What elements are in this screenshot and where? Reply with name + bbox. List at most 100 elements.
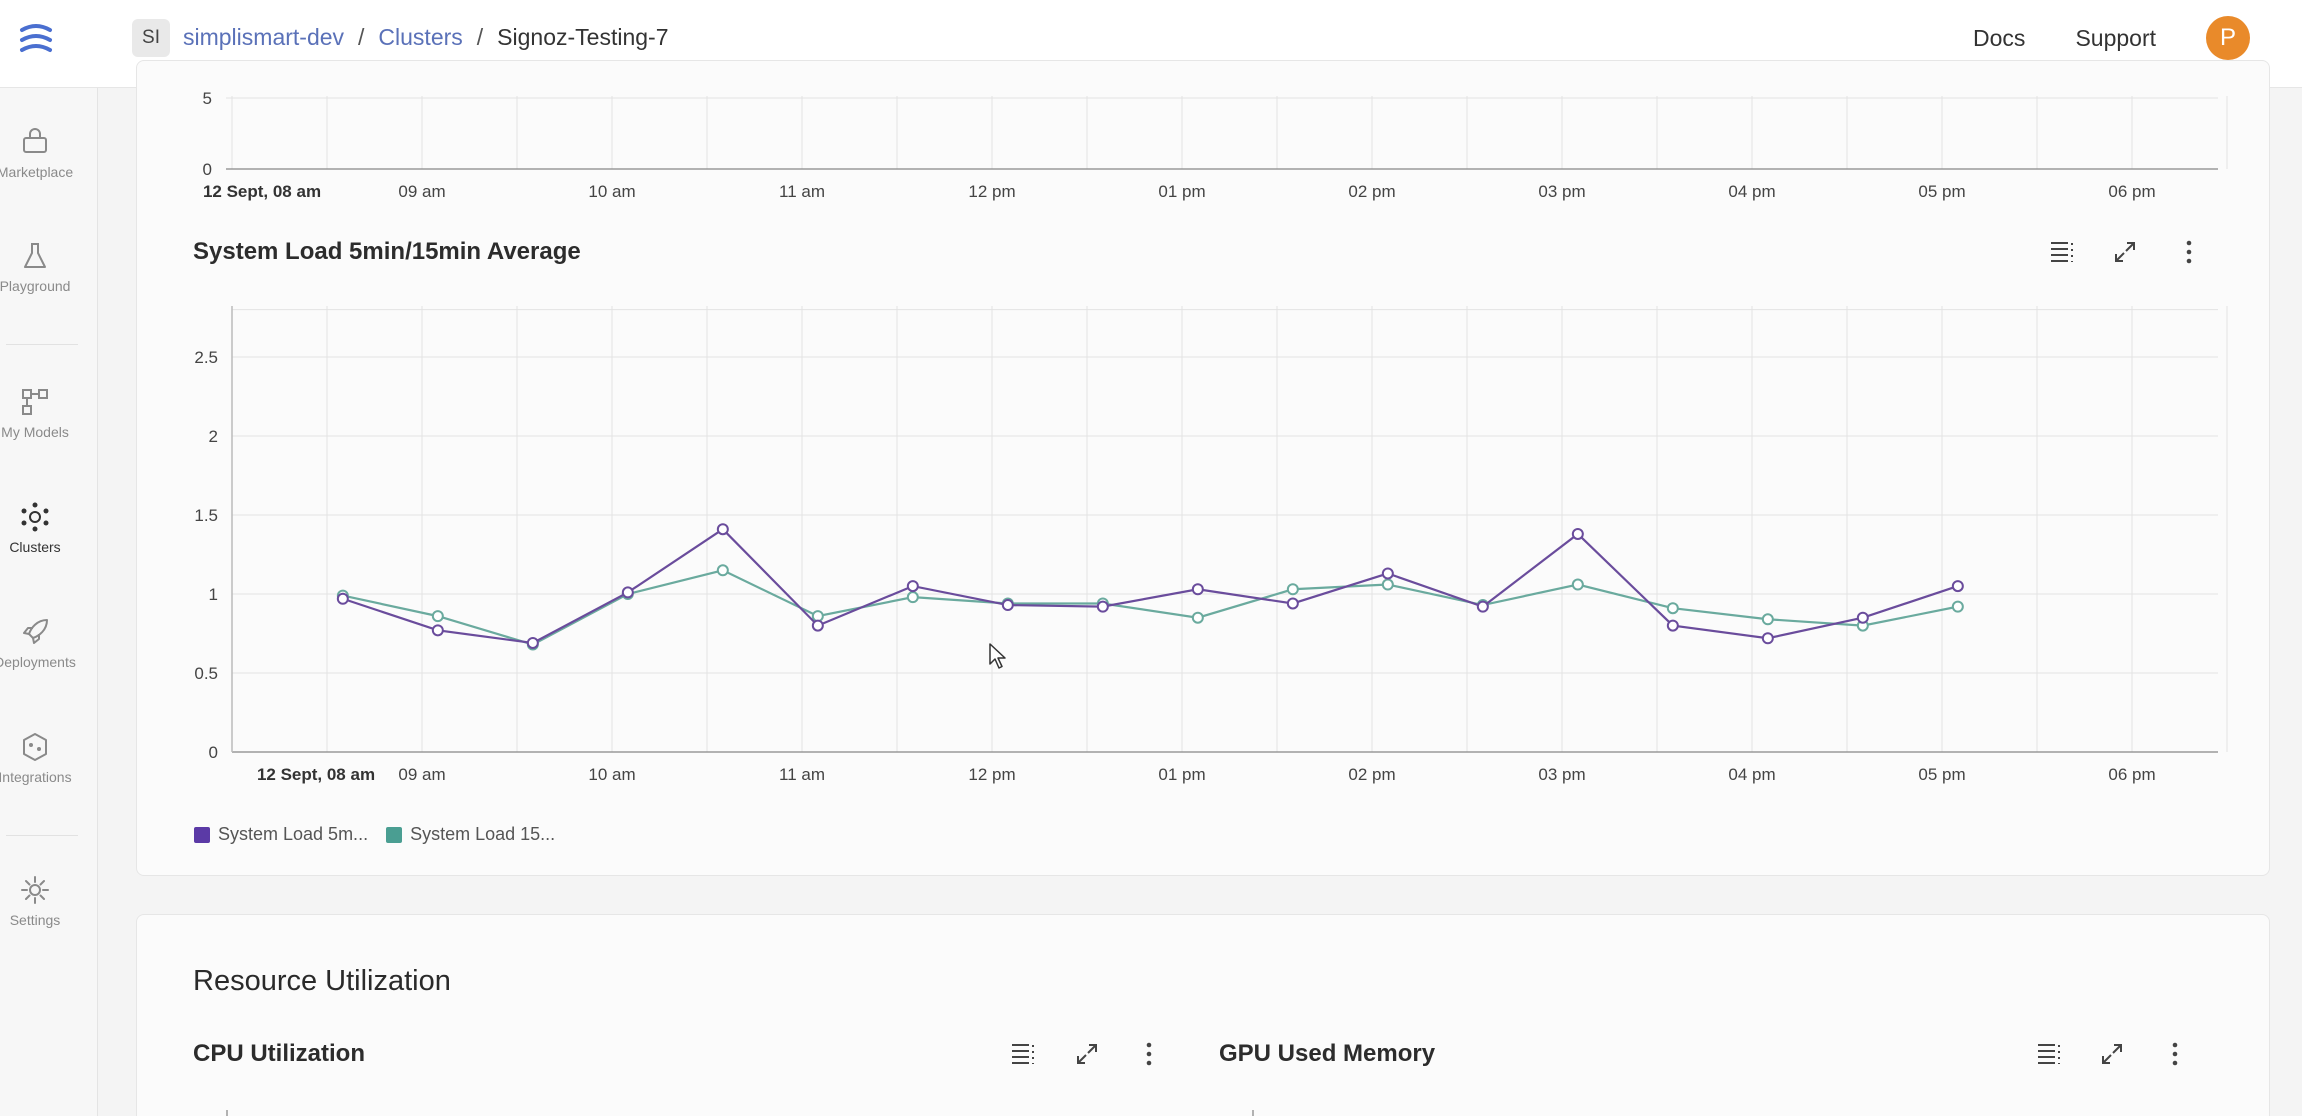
data-point-15m[interactable]	[1571, 578, 1584, 591]
data-point-5m[interactable]	[621, 586, 634, 599]
data-point-5m[interactable]	[1856, 611, 1869, 624]
sidebar-item-label: My Models	[1, 424, 69, 440]
data-point-5m[interactable]	[716, 523, 729, 536]
top-chart-x-tick: 02 pm	[1348, 182, 1395, 201]
gpu-used-memory-title: GPU Used Memory	[1219, 1040, 1436, 1067]
breadcrumb-workspace[interactable]: simplismart-dev	[183, 24, 345, 50]
breadcrumb-separator: /	[476, 24, 484, 50]
data-point-5m[interactable]	[336, 592, 349, 605]
cpu-expand-button[interactable]	[1072, 1039, 1102, 1069]
data-point-5m[interactable]	[1286, 597, 1299, 610]
sidebar-item-clusters[interactable]: Clusters	[0, 501, 70, 555]
cpu-more-options-button[interactable]	[1134, 1039, 1164, 1069]
data-point-5m[interactable]	[1001, 599, 1014, 612]
sidebar-item-label: Integrations	[0, 769, 72, 785]
data-point-15m[interactable]	[906, 591, 919, 604]
legend-swatch	[194, 826, 210, 843]
legend-item-5m[interactable]: System Load 5m...	[194, 824, 368, 845]
top-chart-x-tick: 10 am	[588, 182, 635, 201]
docs-link[interactable]: Docs	[1973, 24, 2026, 51]
data-point-5m[interactable]	[431, 624, 444, 637]
cpu-legend-toggle-button[interactable]	[1009, 1039, 1039, 1069]
top-chart-x-tick: 06 pm	[2108, 182, 2155, 201]
top-chart-x-tick: 05 pm	[1918, 182, 1965, 201]
load-x-tick: 12 Sept, 08 am	[257, 765, 375, 784]
top-chart-y-tick: 5	[203, 89, 212, 108]
load-x-tick: 05 pm	[1918, 765, 1965, 784]
load-y-tick: 2.5	[194, 348, 218, 367]
data-point-15m[interactable]	[431, 610, 444, 623]
data-point-15m[interactable]	[1951, 600, 1964, 613]
list-icon	[2038, 1044, 2060, 1064]
data-point-5m[interactable]	[1096, 600, 1109, 613]
legend-label: System Load 15...	[410, 824, 556, 844]
sidebar-item-my-models[interactable]: My Models	[0, 386, 70, 440]
data-point-5m[interactable]	[1951, 580, 1964, 593]
kebab-icon	[2172, 1042, 2178, 1066]
sidebar-divider	[6, 344, 78, 345]
series-line-15m	[342, 569, 1959, 646]
breadcrumb-clusters[interactable]: Clusters	[378, 24, 463, 50]
expand-button[interactable]	[2110, 237, 2140, 267]
clusters-icon	[21, 502, 49, 532]
top-chart-x-tick: 12 pm	[968, 182, 1015, 201]
support-link[interactable]: Support	[2075, 24, 2156, 51]
sidebar-item-playground[interactable]: Playground	[0, 240, 70, 294]
data-point-15m[interactable]	[1286, 583, 1299, 596]
breadcrumb: simplismart-dev / Clusters / Signoz-Test…	[183, 24, 668, 51]
data-point-5m[interactable]	[1381, 567, 1394, 580]
data-point-5m[interactable]	[906, 580, 919, 593]
system-load-legend: System Load 5m... System Load 15...	[194, 824, 555, 845]
top-chart: 5 0 12 Sept, 08 am 09 am 10 am 11 am 12 pm 01…	[203, 89, 2228, 201]
load-x-tick: 11 am	[779, 765, 825, 784]
rocket-icon	[23, 619, 48, 644]
sidebar-item-integrations[interactable]: Integrations	[0, 731, 72, 785]
system-load-title: System Load 5min/15min Average	[193, 238, 581, 265]
data-point-5m[interactable]	[526, 636, 539, 649]
sidebar-item-settings[interactable]: Settings	[0, 874, 70, 928]
metrics-card	[136, 60, 2270, 876]
sidebar-item-deployments[interactable]: Deployments	[0, 616, 76, 670]
load-y-tick: 0.5	[194, 664, 218, 683]
sidebar-item-label: Clusters	[9, 539, 61, 555]
gpu-legend-toggle-button[interactable]	[2035, 1039, 2065, 1069]
load-x-tick: 01 pm	[1158, 765, 1205, 784]
workspace-badge[interactable]: SI	[132, 19, 170, 57]
kebab-icon	[2186, 240, 2192, 264]
models-icon	[22, 389, 48, 415]
data-point-15m[interactable]	[1666, 602, 1679, 615]
expand-icon	[2115, 242, 2135, 262]
series-line-5m	[342, 527, 1959, 645]
legend-toggle-button[interactable]	[2048, 237, 2078, 267]
load-x-tick: 04 pm	[1728, 765, 1775, 784]
data-point-15m[interactable]	[716, 564, 729, 577]
more-options-button[interactable]	[2174, 237, 2204, 267]
flask-icon	[24, 243, 46, 268]
top-chart-x-tick: 01 pm	[1158, 182, 1205, 201]
resource-utilization-card	[136, 914, 2270, 1116]
data-point-5m[interactable]	[1571, 527, 1584, 540]
load-y-tick: 1	[209, 585, 218, 604]
data-point-15m[interactable]	[1761, 613, 1774, 626]
data-point-5m[interactable]	[1666, 619, 1679, 632]
gpu-expand-button[interactable]	[2097, 1039, 2127, 1069]
system-load-chart: 0 0.5 1 1.5 2 2.5 12 Sept, 08 am 09 am 10 am 11 …	[194, 306, 2228, 784]
resource-utilization-title: Resource Utilization	[193, 965, 451, 997]
top-chart-x-tick: 11 am	[779, 182, 825, 201]
load-x-tick: 12 pm	[968, 765, 1015, 784]
data-point-5m[interactable]	[1191, 583, 1204, 596]
marketplace-icon	[23, 128, 47, 153]
data-point-15m[interactable]	[1191, 611, 1204, 624]
data-point-15m[interactable]	[1381, 578, 1394, 591]
avatar[interactable]: P	[2206, 16, 2250, 60]
app-logo-icon[interactable]	[16, 20, 56, 60]
list-icon	[1012, 1044, 1034, 1064]
resource-charts-top-edge	[226, 1110, 1254, 1116]
data-point-5m[interactable]	[811, 619, 824, 632]
legend-item-15m[interactable]: System Load 15...	[386, 824, 555, 845]
top-chart-x-tick: 12 Sept, 08 am	[203, 182, 321, 201]
gpu-more-options-button[interactable]	[2160, 1039, 2190, 1069]
data-point-5m[interactable]	[1761, 632, 1774, 645]
data-point-5m[interactable]	[1476, 600, 1489, 613]
sidebar-item-marketplace[interactable]: Marketplace	[0, 126, 73, 180]
